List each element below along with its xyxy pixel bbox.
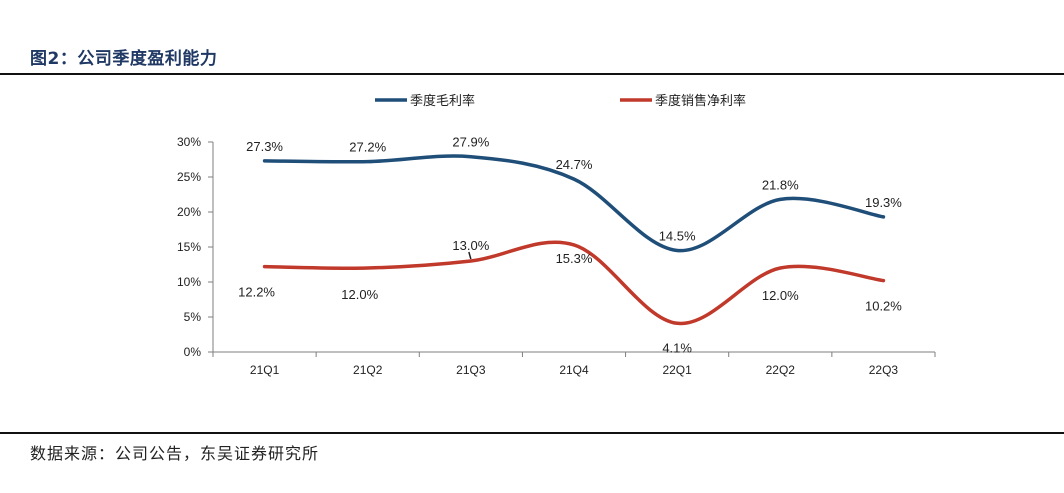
data-label: 10.2% — [865, 299, 902, 314]
data-labels: 27.3% 27.2% 27.9% 24.7% 14.5% 21.8% 19.3% 12.2%… — [238, 135, 902, 356]
data-label: 12.0% — [341, 287, 378, 302]
legend: 季度毛利率 季度销售净利率 — [375, 93, 746, 108]
data-label: 13.0% — [452, 238, 489, 253]
data-label: 27.2% — [349, 140, 386, 155]
data-label: 12.2% — [238, 285, 275, 300]
data-label: 21.8% — [762, 177, 799, 192]
chart-series — [262, 154, 886, 326]
line-chart: 季度毛利率 季度销售净利率 0% 5% 10% 15% 20% 25% 30% 21Q1 21Q2… — [177, 93, 936, 377]
data-label: 24.7% — [556, 157, 593, 172]
x-tick-label: 21Q4 — [559, 363, 589, 377]
y-tick-label: 20% — [177, 205, 201, 219]
x-tick-label: 22Q1 — [662, 363, 692, 377]
data-label: 15.3% — [556, 251, 593, 266]
chart-axes: 0% 5% 10% 15% 20% 25% 30% 21Q1 21Q2 21Q3 21Q4 22Q1 2… — [177, 135, 936, 377]
series-line-1 — [262, 154, 886, 253]
bottom-rule — [0, 432, 1064, 434]
legend-label: 季度毛利率 — [410, 93, 475, 108]
data-label: 14.5% — [659, 229, 696, 244]
x-tick-label: 21Q2 — [353, 363, 383, 377]
y-tick-label: 0% — [184, 345, 202, 359]
data-label: 27.3% — [246, 139, 283, 154]
x-tick-label: 22Q2 — [766, 363, 796, 377]
data-label: 4.1% — [662, 340, 692, 355]
source-note: 数据来源：公司公告，东吴证券研究所 — [30, 444, 320, 463]
y-tick-label: 5% — [184, 310, 202, 324]
x-tick-label: 21Q3 — [456, 363, 486, 377]
label-leader — [468, 251, 472, 260]
y-tick-label: 15% — [177, 240, 201, 254]
y-tick-label: 25% — [177, 170, 201, 184]
figure-title: 图2：公司季度盈利能力 — [30, 49, 218, 69]
data-label: 19.3% — [865, 195, 902, 210]
y-tick-label: 10% — [177, 275, 201, 289]
x-tick-label: 22Q3 — [869, 363, 899, 377]
legend-label: 季度销售净利率 — [655, 93, 746, 108]
y-tick-label: 30% — [177, 135, 201, 149]
x-tick-label: 21Q1 — [250, 363, 280, 377]
data-label: 27.9% — [452, 135, 489, 150]
top-rule — [0, 73, 1064, 75]
data-label: 12.0% — [762, 288, 799, 303]
series-line-2 — [262, 240, 886, 326]
